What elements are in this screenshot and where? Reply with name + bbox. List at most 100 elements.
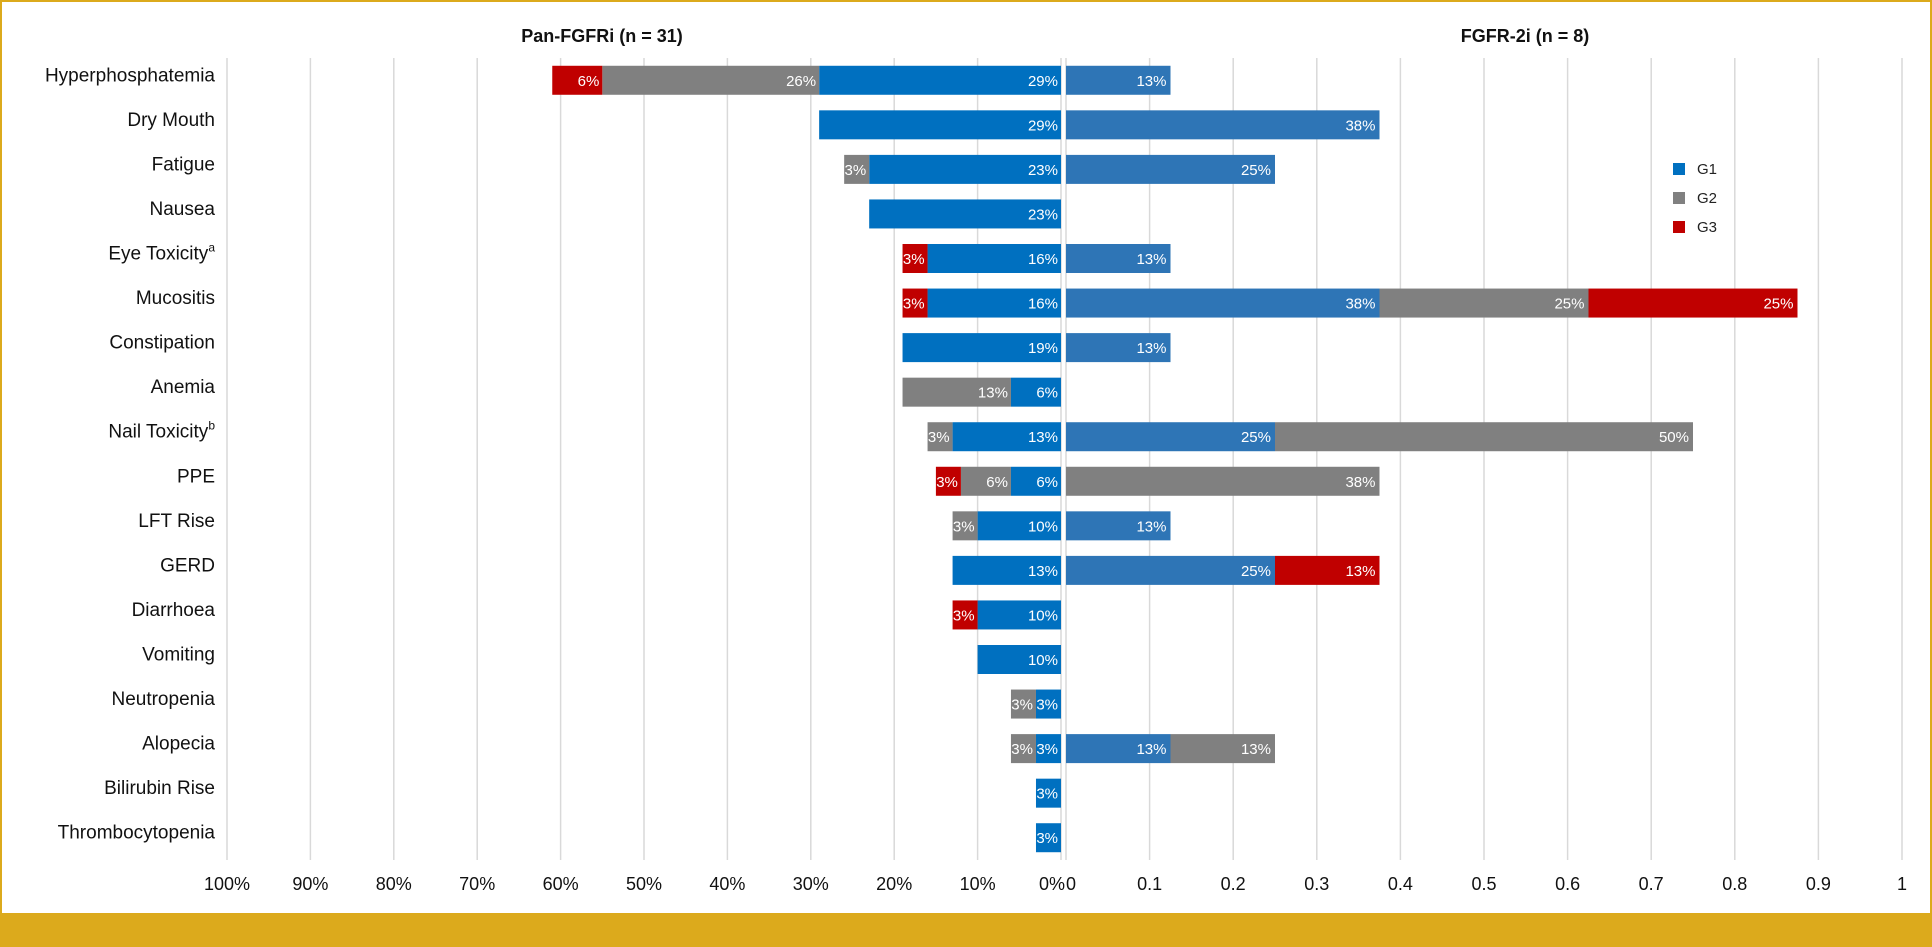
bar-label-p1-mucositis-g2: 25% — [1554, 296, 1584, 313]
footer-band — [0, 913, 1932, 947]
tick-label-p0-9: 10% — [960, 874, 996, 894]
bar-p1-eye-toxicity-g1 — [1066, 244, 1171, 273]
bar-label-p0-hyperphosphatemia-g2: 26% — [786, 73, 816, 90]
bar-label-p0-ppe-g1: 6% — [1036, 474, 1058, 491]
bar-p0-constipation-g1 — [902, 333, 1061, 363]
bar-p1-mucositis-g3 — [1588, 288, 1798, 318]
right-panel-title: FGFR-2i (n = 8) — [1461, 26, 1590, 46]
bar-label-p0-alopecia-g1: 3% — [1036, 741, 1058, 758]
bar-label-p0-hyperphosphatemia-g3: 6% — [578, 73, 600, 90]
tick-label-p1-1: 0.1 — [1137, 874, 1162, 894]
tick-label-p1-7: 0.7 — [1639, 874, 1664, 894]
tick-label-p1-10: 1 — [1897, 874, 1907, 894]
bar-p0-alopecia-g1 — [1035, 734, 1061, 764]
bar-label-p0-dry-mouth-g1: 29% — [1028, 117, 1058, 134]
tick-label-p0-1: 90% — [292, 874, 328, 894]
category-label-eye-toxicity: Eye Toxicitya — [108, 241, 215, 265]
category-label-nail-toxicity: Nail Toxicityb — [108, 419, 215, 443]
bar-p1-nail-toxicity-g2 — [1275, 422, 1693, 452]
bar-label-p0-hyperphosphatemia-g1: 29% — [1028, 73, 1058, 90]
bar-label-p0-neutropenia-g1: 3% — [1036, 697, 1058, 714]
bar-p0-fatigue-g2 — [844, 154, 870, 184]
bar-label-p0-eye-toxicity-g3: 3% — [903, 251, 925, 268]
bar-p1-gerd-g1 — [1066, 555, 1275, 585]
bar-label-p0-fatigue-g1: 23% — [1028, 162, 1058, 179]
bar-p0-eye-toxicity-g3 — [902, 244, 928, 273]
bar-label-p1-constipation-g1: 13% — [1136, 340, 1166, 357]
bar-label-p1-ppe-g2: 38% — [1345, 474, 1375, 491]
category-label-alopecia: Alopecia — [142, 734, 215, 755]
tick-label-p1-4: 0.4 — [1388, 874, 1413, 894]
category-label-anemia: Anemia — [151, 377, 216, 398]
bar-label-p1-hyperphosphatemia-g1: 13% — [1136, 73, 1166, 90]
category-label-diarrhoea: Diarrhoea — [132, 600, 216, 621]
bar-label-p0-mucositis-g1: 16% — [1028, 296, 1058, 313]
bar-p0-ppe-g2 — [960, 466, 1011, 496]
bar-p1-alopecia-g2 — [1170, 734, 1275, 764]
bar-p1-hyperphosphatemia-g1 — [1066, 65, 1171, 95]
bar-label-p0-thrombocytopenia-g1: 3% — [1036, 830, 1058, 847]
bar-p0-lft-rise-g1 — [977, 511, 1061, 541]
bar-label-p1-fatigue-g1: 25% — [1241, 162, 1271, 179]
legend-swatch-g3 — [1673, 221, 1685, 233]
bar-p0-mucositis-g1 — [927, 288, 1061, 318]
category-label-constipation: Constipation — [109, 333, 215, 354]
bar-p1-constipation-g1 — [1066, 333, 1171, 363]
bar-label-p0-mucositis-g3: 3% — [903, 296, 925, 313]
category-label-neutropenia: Neutropenia — [111, 689, 215, 710]
tick-label-p1-5: 0.5 — [1471, 874, 1496, 894]
tick-label-p0-0: 100% — [204, 874, 250, 894]
bar-p1-fatigue-g1 — [1066, 154, 1275, 184]
bar-label-p0-diarrhoea-g3: 3% — [953, 607, 975, 624]
bar-label-p0-bilirubin-rise-g1: 3% — [1036, 786, 1058, 803]
bar-p0-bilirubin-rise-g1 — [1035, 778, 1061, 808]
bar-label-p0-vomiting-g1: 10% — [1028, 652, 1058, 669]
bar-p0-alopecia-g2 — [1010, 734, 1036, 764]
bar-label-p0-neutropenia-g2: 3% — [1011, 697, 1033, 714]
bar-p1-lft-rise-g1 — [1066, 511, 1171, 541]
bar-label-p1-lft-rise-g1: 13% — [1136, 518, 1166, 535]
bar-p0-nail-toxicity-g2 — [927, 422, 953, 452]
bar-p0-mucositis-g3 — [902, 288, 928, 318]
bar-label-p1-gerd-g1: 25% — [1241, 563, 1271, 580]
tick-label-p0-10: 0% — [1039, 874, 1065, 894]
bar-p0-lft-rise-g2 — [952, 511, 978, 541]
bar-label-p0-diarrhoea-g1: 10% — [1028, 607, 1058, 624]
tick-label-p1-0: 0 — [1066, 874, 1076, 894]
bar-p1-gerd-g3 — [1275, 555, 1380, 585]
tick-label-p1-9: 0.9 — [1806, 874, 1831, 894]
category-label-nausea: Nausea — [150, 199, 216, 220]
bar-label-p1-eye-toxicity-g1: 13% — [1136, 251, 1166, 268]
bar-p0-fatigue-g1 — [869, 154, 1061, 184]
bar-label-p0-fatigue-g2: 3% — [844, 162, 866, 179]
bar-label-p0-nail-toxicity-g2: 3% — [928, 429, 950, 446]
tick-label-p0-8: 20% — [876, 874, 912, 894]
category-label-ppe: PPE — [177, 466, 215, 487]
bar-label-p1-gerd-g3: 13% — [1345, 563, 1375, 580]
bar-p0-hyperphosphatemia-g2 — [602, 65, 820, 95]
bar-label-p0-anemia-g2: 13% — [978, 385, 1008, 402]
bar-label-p0-lft-rise-g1: 10% — [1028, 518, 1058, 535]
legend-swatch-g1 — [1673, 163, 1685, 175]
legend: G1 G2 G3 — [1673, 161, 1717, 236]
bar-p0-eye-toxicity-g1 — [927, 244, 1061, 273]
bar-p0-anemia-g2 — [902, 377, 1011, 407]
category-label-gerd: GERD — [160, 555, 215, 576]
bar-label-p0-ppe-g3: 3% — [936, 474, 958, 491]
legend-swatch-g2 — [1673, 192, 1685, 204]
bar-p1-mucositis-g2 — [1379, 288, 1589, 318]
bar-label-p1-alopecia-g1: 13% — [1136, 741, 1166, 758]
bar-p0-neutropenia-g2 — [1010, 689, 1036, 719]
category-label-bilirubin-rise: Bilirubin Rise — [104, 778, 215, 799]
bar-label-p1-nail-toxicity-g2: 50% — [1659, 429, 1689, 446]
bar-label-p1-mucositis-g3: 25% — [1763, 296, 1793, 313]
bar-label-p0-anemia-g1: 6% — [1036, 385, 1058, 402]
category-label-lft-rise: LFT Rise — [138, 511, 215, 532]
bar-label-p0-gerd-g1: 13% — [1028, 563, 1058, 580]
bar-p1-mucositis-g1 — [1066, 288, 1380, 318]
bar-p0-diarrhoea-g3 — [952, 600, 978, 630]
bar-p0-dry-mouth-g1 — [819, 110, 1061, 140]
bar-p0-vomiting-g1 — [977, 645, 1061, 674]
tick-label-p0-7: 30% — [793, 874, 829, 894]
bar-p0-hyperphosphatemia-g1 — [819, 65, 1061, 95]
